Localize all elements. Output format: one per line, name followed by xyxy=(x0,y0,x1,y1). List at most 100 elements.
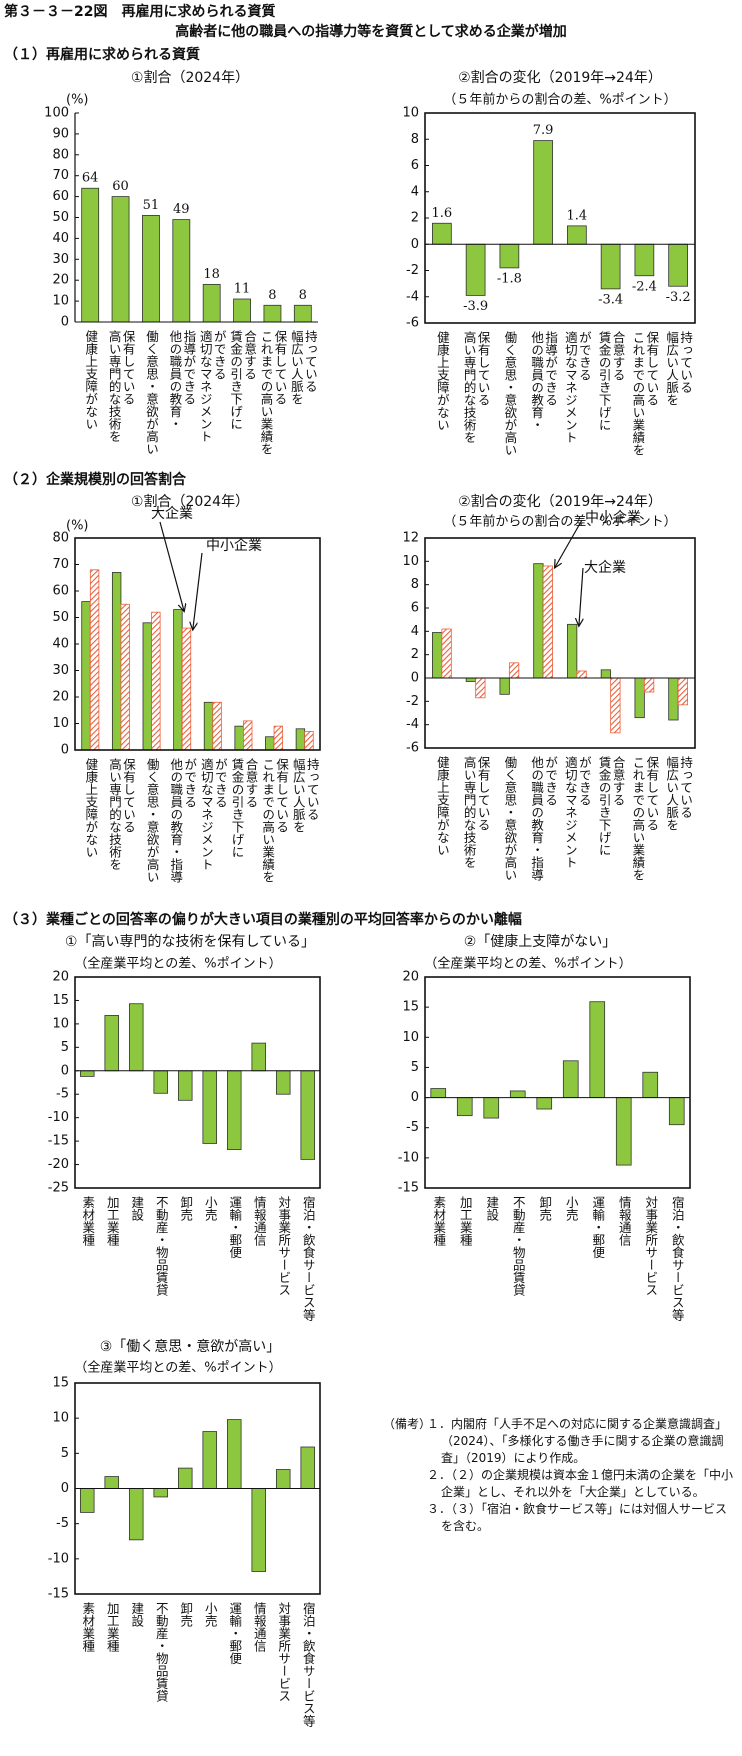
x-tick-label: 高い専門的な技術を 保有している xyxy=(106,758,136,871)
y-tick-label: -6 xyxy=(406,741,419,756)
x-label-box: 情報通信 xyxy=(251,1196,267,1246)
bar xyxy=(177,1467,193,1489)
x-label-wrap: 加工業種 xyxy=(94,1196,131,1246)
x-label-wrap: 適切なマネジメント ができる xyxy=(192,758,235,871)
x-label-box: 小売 xyxy=(552,1196,591,1221)
data-label: 60 xyxy=(112,179,129,194)
x-label-wrap: 幅広い人脈を 持っている xyxy=(282,330,324,405)
x-tick-label: 賃金の引き下げに 合意する xyxy=(228,330,258,430)
bar xyxy=(465,243,486,296)
y-tick-label: 5 xyxy=(411,1060,419,1075)
y-tick-label: 80 xyxy=(52,531,69,546)
bar xyxy=(79,1070,95,1077)
y-tick-label: -15 xyxy=(48,1587,69,1602)
x-tick-label: 素材業種 xyxy=(80,1602,96,1652)
x-label-wrap: 小売 xyxy=(552,1196,591,1221)
x-label-wrap: 素材業種 xyxy=(69,1196,106,1246)
x-label-wrap: これまでの高い業績を 保有している xyxy=(253,758,296,883)
x-label-box: 不動産・物品賃貸 xyxy=(143,1602,180,1702)
chart-title: ②割合の変化（2019年→24年） xyxy=(458,69,662,86)
x-tick-label: 加工業種 xyxy=(457,1196,473,1246)
y-tick-label: 0 xyxy=(411,237,419,252)
x-tick-label: 賃金の引き下げに 合意する xyxy=(596,331,626,431)
y-tick-label: -5 xyxy=(56,1087,69,1102)
x-label-wrap: 賃金の引き下げに 合意する xyxy=(222,758,265,858)
x-label-box: 働く意思・意欲が高い xyxy=(502,756,518,881)
y-tick-label: -20 xyxy=(48,1157,69,1172)
x-label-wrap: 健康上支障がない xyxy=(69,758,112,858)
x-tick-label: 卸売 xyxy=(178,1196,194,1221)
x-tick-label: 対事業所サービス xyxy=(276,1602,292,1702)
x-label-box: 高い専門的な技術を 保有している xyxy=(461,331,491,444)
bar xyxy=(567,225,587,245)
bar xyxy=(81,187,100,323)
bar xyxy=(677,677,688,706)
x-tick-label: 情報通信 xyxy=(251,1196,267,1246)
x-label-wrap: 適切なマネジメント ができる xyxy=(191,330,233,443)
y-tick-label: -25 xyxy=(48,1181,69,1196)
data-label: -1.8 xyxy=(497,271,522,286)
x-tick-label: 宿泊・飲食サービス等 xyxy=(669,1196,685,1321)
bar xyxy=(251,1488,267,1572)
x-label-box: 賃金の引き下げに 合意する xyxy=(597,756,626,856)
y-tick-label: 15 xyxy=(402,1000,419,1015)
y-tick-label: 0 xyxy=(411,671,419,686)
x-label-box: 加工業種 xyxy=(457,1196,473,1246)
x-label-wrap: 建設 xyxy=(472,1196,511,1221)
x-label-wrap: これまでの高い業績を 保有している xyxy=(622,756,668,881)
x-label-wrap: 働く意思・意欲が高い xyxy=(130,330,172,455)
y-tick-label: 0 xyxy=(61,1481,69,1496)
label-arrow xyxy=(159,521,184,612)
x-label-wrap: 宿泊・飲食サービス等 xyxy=(290,1602,327,1727)
x-tick-label: 適切なマネジメント ができる xyxy=(562,331,592,444)
plot-frame xyxy=(424,112,696,324)
x-tick-label: 働く意思・意欲が高い xyxy=(502,756,518,881)
series-label: 大企業 xyxy=(151,505,193,522)
x-label-box: 働く意思・意欲が高い xyxy=(145,758,160,883)
bar xyxy=(104,1015,120,1072)
bar xyxy=(251,1042,267,1072)
x-label-box: 幅広い人脈を 持っている xyxy=(282,330,324,405)
x-label-box: 賃金の引き下げに 合意する xyxy=(222,758,265,858)
bar xyxy=(233,298,251,323)
y-tick-label: 12 xyxy=(402,531,419,546)
notes-label: （備考） xyxy=(383,1417,432,1431)
plot-frame xyxy=(424,976,691,1189)
y-tick-label: -5 xyxy=(56,1516,69,1531)
x-label-box: 幅広い人脈を 持っている xyxy=(291,758,320,833)
x-label-box: 小売 xyxy=(203,1196,218,1221)
bar xyxy=(300,1070,316,1160)
bar xyxy=(81,601,91,751)
bar xyxy=(576,670,587,679)
x-tick-label: これまでの高い業績を 保有している xyxy=(630,331,660,456)
x-label-wrap: 高い専門的な技術を 保有している xyxy=(99,330,141,443)
chart-title: ②割合の変化（2019年→24年） xyxy=(458,493,662,510)
x-tick-label: 働く意思・意欲が高い xyxy=(502,331,518,456)
y-tick-label: 4 xyxy=(411,184,419,199)
x-tick-label: 素材業種 xyxy=(80,1196,96,1246)
x-label-wrap: 対事業所サービス xyxy=(265,1196,302,1296)
x-label-box: 働く意思・意欲が高い xyxy=(502,331,518,456)
x-tick-label: 対事業所サービス xyxy=(643,1196,659,1296)
x-tick-label: 高い専門的な技術を 保有している xyxy=(461,331,491,444)
y-tick-label: 6 xyxy=(411,601,419,616)
x-tick-label: これまでの高い業績を 保有している xyxy=(258,330,288,455)
x-label-wrap: 賃金の引き下げに 合意する xyxy=(588,331,634,431)
x-label-wrap: これまでの高い業績を 保有している xyxy=(622,331,668,456)
bar xyxy=(142,215,160,323)
x-label-wrap: 不動産・物品賃貸 xyxy=(143,1602,180,1702)
x-label-wrap: 運輸・郵便 xyxy=(216,1196,253,1259)
bar xyxy=(212,701,222,751)
x-label-box: 素材業種 xyxy=(69,1196,106,1246)
data-label: 1.6 xyxy=(432,206,453,221)
x-label-wrap: 幅広い人脈を 持っている xyxy=(655,331,701,406)
x-label-box: 賃金の引き下げに 合意する xyxy=(228,330,258,430)
bar xyxy=(432,222,452,245)
y-tick-label: 100 xyxy=(44,106,69,121)
x-label-box: 他の職員の教育・指導 ができる xyxy=(168,758,197,883)
y-tick-label: 60 xyxy=(52,189,69,204)
x-label-wrap: 宿泊・飲食サービス等 xyxy=(290,1196,327,1321)
y-tick-label: -4 xyxy=(406,717,419,732)
bar xyxy=(275,1070,291,1095)
y-tick-label: 0 xyxy=(61,315,69,330)
